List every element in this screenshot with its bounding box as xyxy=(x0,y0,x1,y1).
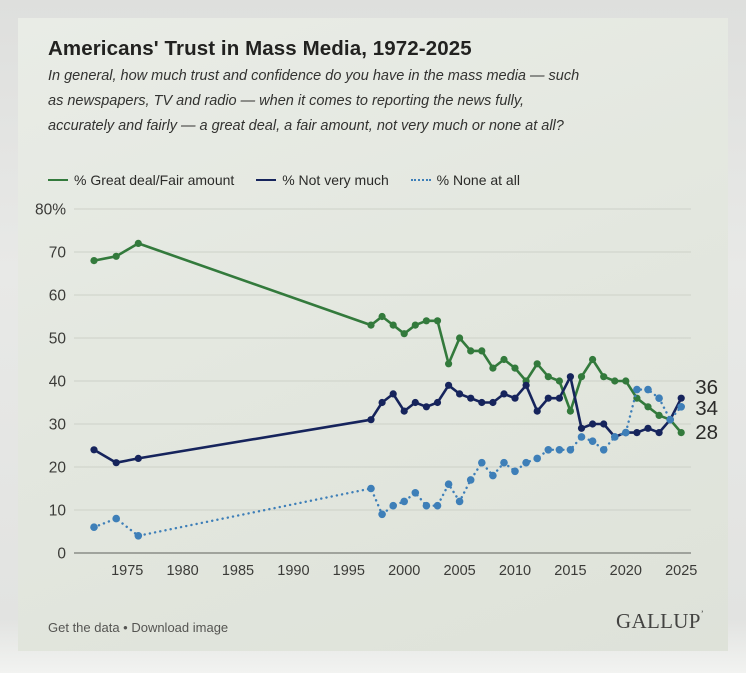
svg-text:2015: 2015 xyxy=(554,563,586,579)
svg-text:2000: 2000 xyxy=(388,563,420,579)
svg-text:50: 50 xyxy=(49,331,67,348)
svg-text:80%: 80% xyxy=(35,202,66,219)
svg-text:2005: 2005 xyxy=(443,563,475,579)
svg-text:34: 34 xyxy=(695,397,718,420)
svg-text:10: 10 xyxy=(49,503,67,520)
svg-text:60: 60 xyxy=(49,288,67,305)
svg-text:2010: 2010 xyxy=(499,563,531,579)
svg-text:1995: 1995 xyxy=(333,563,365,579)
svg-text:1990: 1990 xyxy=(277,563,309,579)
svg-text:36: 36 xyxy=(695,376,718,399)
svg-text:40: 40 xyxy=(49,374,67,391)
svg-text:1985: 1985 xyxy=(222,563,254,579)
svg-text:2020: 2020 xyxy=(610,563,642,579)
svg-text:28: 28 xyxy=(695,421,718,444)
svg-text:1980: 1980 xyxy=(166,563,198,579)
svg-text:30: 30 xyxy=(49,417,67,434)
svg-text:0: 0 xyxy=(57,546,66,563)
svg-text:70: 70 xyxy=(49,245,67,262)
svg-text:2025: 2025 xyxy=(665,563,697,579)
svg-text:1975: 1975 xyxy=(111,563,143,579)
svg-text:20: 20 xyxy=(49,460,67,477)
